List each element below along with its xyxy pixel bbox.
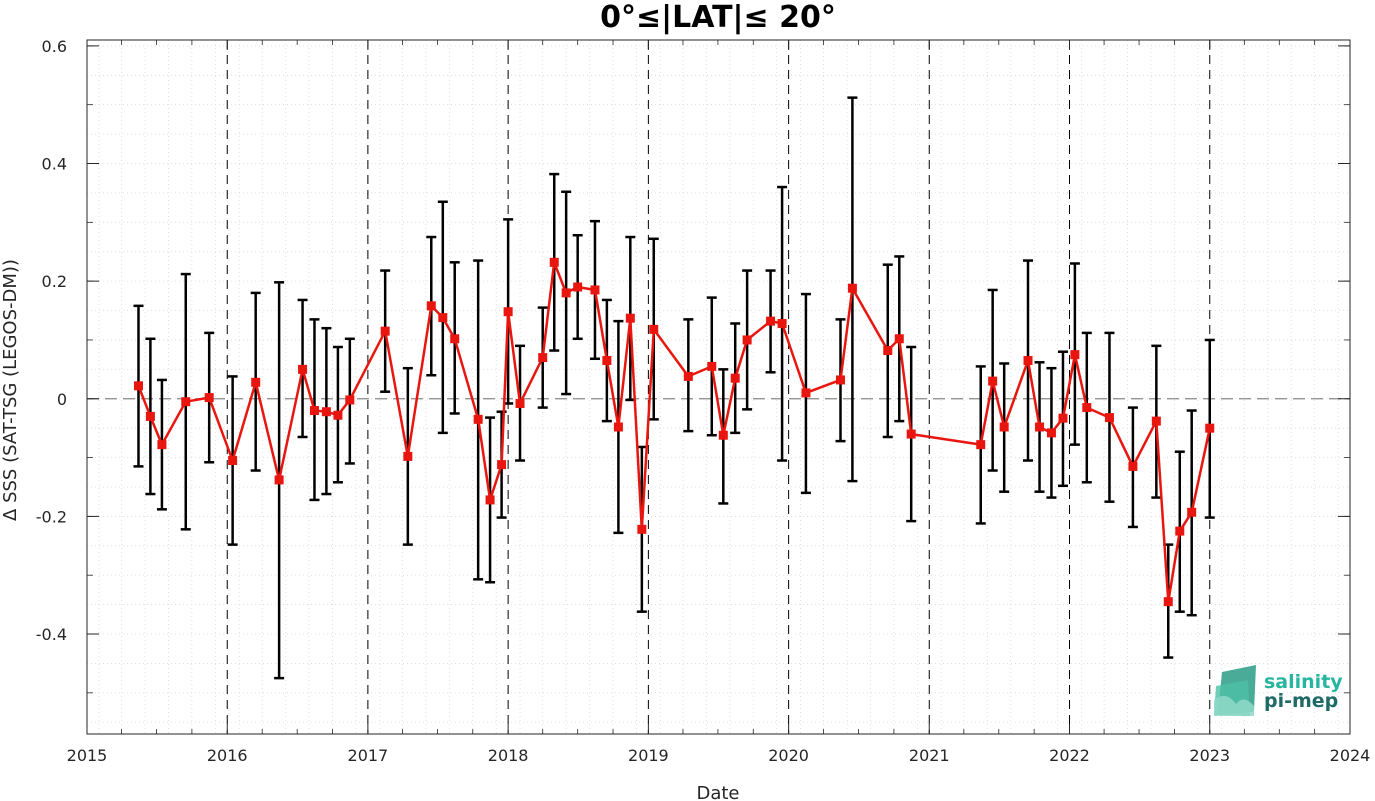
y-tick-label: 0.6: [42, 37, 67, 56]
data-point-marker: [835, 375, 845, 385]
data-point-marker: [766, 316, 776, 326]
x-tick-label: 2017: [348, 746, 389, 765]
data-point-marker: [777, 318, 787, 328]
data-point-marker: [1082, 403, 1092, 413]
data-point-marker: [333, 410, 343, 420]
data-point-marker: [742, 335, 752, 345]
data-point-marker: [718, 430, 728, 440]
data-point-marker: [380, 326, 390, 336]
data-point-marker: [1175, 526, 1185, 536]
data-point-marker: [145, 411, 155, 421]
data-point-marker: [801, 388, 811, 398]
axis-ticks: 2015 2016 2017 2018 2019 2020 2021 2022 2023 2024…: [36, 37, 1371, 765]
x-tick-label: 2020: [768, 746, 809, 765]
data-point-marker: [847, 283, 857, 293]
data-point-marker: [625, 313, 635, 323]
data-point-marker: [730, 373, 740, 383]
x-tick-label: 2022: [1049, 746, 1090, 765]
data-point-marker: [1046, 428, 1056, 438]
data-point-marker: [485, 495, 495, 505]
data-point-marker: [450, 334, 460, 344]
data-point-marker: [1151, 416, 1161, 426]
logo-text-pi-mep: pi-mep: [1264, 690, 1338, 712]
data-point-marker: [181, 397, 191, 407]
data-point-marker: [157, 440, 167, 450]
data-point-marker: [590, 285, 600, 295]
data-point-marker: [1104, 413, 1114, 423]
x-tick-label: 2024: [1330, 746, 1371, 765]
data-point-marker: [503, 307, 513, 317]
data-point-marker: [1187, 507, 1197, 517]
data-point-marker: [515, 398, 525, 408]
salinity-waves-icon: [1214, 665, 1256, 716]
chart-title: 0°≤|LAT|≤ 20°: [600, 0, 836, 35]
data-point-marker: [1058, 413, 1068, 423]
data-point-marker: [538, 353, 548, 363]
x-tick-label: 2016: [207, 746, 248, 765]
data-point-marker: [573, 282, 583, 292]
y-tick-label: 0.4: [42, 155, 67, 174]
data-point-marker: [1035, 422, 1045, 432]
data-point-marker: [251, 377, 261, 387]
data-point-marker: [999, 422, 1009, 432]
data-point-marker: [1163, 597, 1173, 607]
x-axis-title: Date: [696, 783, 739, 801]
data-series: [133, 96, 1215, 680]
data-point-marker: [403, 451, 413, 461]
data-point-marker: [637, 524, 647, 534]
data-point-marker: [345, 395, 355, 405]
grid: [87, 40, 1350, 734]
data-point-marker: [309, 406, 319, 416]
y-tick-label: -0.4: [36, 625, 67, 644]
axes-frame: [86, 39, 1351, 735]
data-point-marker: [438, 313, 448, 323]
x-tick-label: 2023: [1189, 746, 1230, 765]
salinity-pi-mep-logo: salinity pi-mep: [1214, 665, 1343, 716]
logo-text-salinity: salinity: [1264, 671, 1343, 693]
data-point-marker: [497, 460, 507, 470]
x-tick-label: 2015: [67, 746, 108, 765]
y-tick-label: 0: [57, 390, 67, 409]
x-tick-label: 2018: [488, 746, 529, 765]
data-point-marker: [1070, 350, 1080, 360]
data-point-marker: [274, 475, 284, 485]
y-tick-label: -0.2: [36, 507, 67, 526]
data-point-marker: [204, 393, 214, 403]
data-point-marker: [602, 356, 612, 366]
data-point-marker: [549, 257, 559, 267]
data-point-marker: [613, 422, 623, 432]
data-point-marker: [561, 288, 571, 298]
data-point-marker: [298, 364, 308, 374]
data-point-marker: [321, 407, 331, 417]
data-point-marker: [649, 324, 659, 334]
data-point-marker: [894, 334, 904, 344]
data-point-marker: [906, 429, 916, 439]
data-point-marker: [707, 361, 717, 371]
data-point-marker: [988, 376, 998, 386]
y-axis-title: Δ SSS (SAT-TSG (LEGOS-DM)): [0, 259, 21, 521]
data-point-marker: [426, 301, 436, 311]
x-tick-label: 2019: [628, 746, 669, 765]
plot-frame: [86, 39, 1351, 735]
data-point-marker: [228, 456, 238, 466]
data-point-marker: [976, 440, 986, 450]
data-point-marker: [1023, 356, 1033, 366]
data-point-marker: [133, 381, 143, 391]
data-point-marker: [683, 371, 693, 381]
x-tick-label: 2021: [909, 746, 950, 765]
y-tick-label: 0.2: [42, 272, 67, 291]
data-point-marker: [883, 346, 893, 356]
data-point-marker: [1128, 461, 1138, 471]
data-point-marker: [473, 414, 483, 424]
data-point-marker: [1205, 423, 1215, 433]
